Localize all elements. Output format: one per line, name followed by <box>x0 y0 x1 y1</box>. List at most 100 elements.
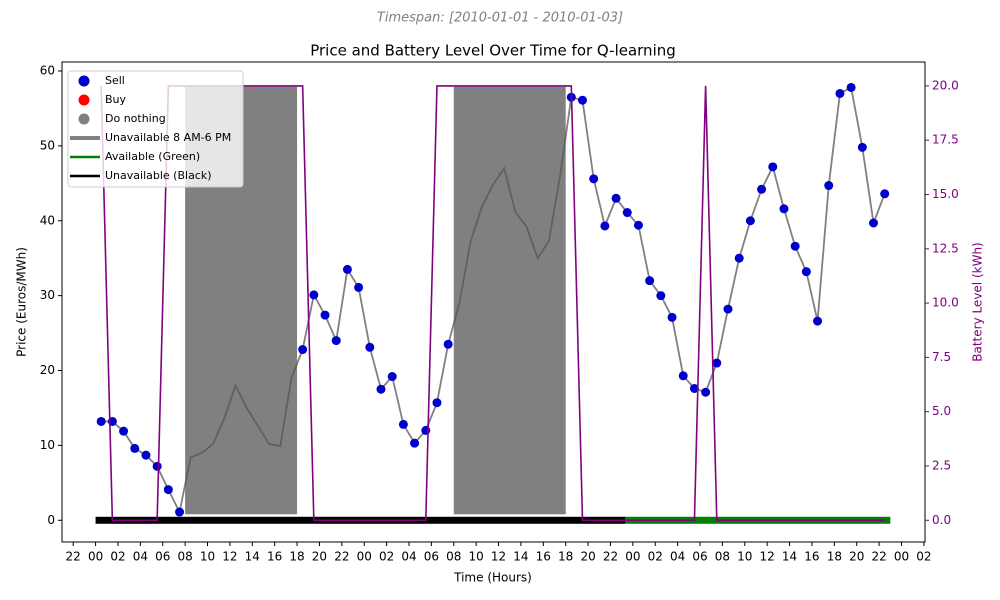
x-tick-label: 12 <box>222 550 237 564</box>
y-axis-label: Price (Euros/MWh) <box>15 247 29 357</box>
price-marker <box>331 336 341 346</box>
x-axis-label: Time (Hours) <box>453 571 532 585</box>
price-marker <box>600 221 610 231</box>
x-tick-label: 00 <box>357 550 372 564</box>
price-marker <box>432 398 442 408</box>
y2-axis-label: Battery Level (kWh) <box>971 242 985 362</box>
y-tick-label: 0 <box>47 513 55 527</box>
y2-tick-label: 12.5 <box>932 241 959 255</box>
unavailable-shade <box>453 86 566 515</box>
x-tick-label: 14 <box>782 550 797 564</box>
price-marker <box>320 310 330 320</box>
y2-tick-label: 2.5 <box>932 458 951 472</box>
x-tick-label: 18 <box>827 550 842 564</box>
y2-tick-label: 20.0 <box>932 78 959 92</box>
legend-label: Unavailable (Black) <box>105 169 212 182</box>
price-marker <box>611 193 621 203</box>
price-marker <box>824 181 834 191</box>
price-marker <box>577 95 587 105</box>
y-tick-label: 10 <box>40 438 55 452</box>
legend-label: Unavailable 8 AM-6 PM <box>105 131 231 144</box>
x-tick-label: 18 <box>558 550 573 564</box>
x-tick-label: 00 <box>88 550 103 564</box>
price-marker <box>163 485 173 495</box>
y2-tick-label: 17.5 <box>932 133 959 147</box>
price-marker <box>813 316 823 326</box>
price-marker <box>376 384 386 394</box>
x-tick-label: 20 <box>849 550 864 564</box>
legend-label: Do nothing <box>105 112 166 125</box>
x-tick-label: 10 <box>737 550 752 564</box>
price-marker <box>757 184 767 194</box>
price-marker <box>857 142 867 152</box>
legend-label: Buy <box>105 93 127 106</box>
price-marker <box>387 372 397 382</box>
x-tick-label: 08 <box>715 550 730 564</box>
price-marker <box>689 383 699 393</box>
price-marker <box>410 438 420 448</box>
y2-tick-label: 15.0 <box>932 187 959 201</box>
price-marker <box>622 208 632 218</box>
price-marker <box>398 419 408 429</box>
legend-label: Available (Green) <box>105 150 200 163</box>
legend-label: Sell <box>105 74 125 87</box>
price-marker <box>779 204 789 214</box>
y-tick-label: 20 <box>40 363 55 377</box>
price-marker <box>678 371 688 381</box>
price-marker <box>712 358 722 368</box>
legend-marker <box>78 113 90 125</box>
x-tick-label: 10 <box>469 550 484 564</box>
x-tick-label: 04 <box>670 550 685 564</box>
x-tick-label: 06 <box>692 550 707 564</box>
x-tick-label: 06 <box>155 550 170 564</box>
price-marker <box>152 461 162 471</box>
y2-tick-label: 0.0 <box>932 513 951 527</box>
price-marker <box>342 264 352 274</box>
y-tick-label: 30 <box>40 288 55 302</box>
x-tick-label: 14 <box>513 550 528 564</box>
price-marker <box>354 282 364 292</box>
x-tick-label: 22 <box>66 550 81 564</box>
x-tick-label: 02 <box>648 550 663 564</box>
x-tick-label: 04 <box>133 550 148 564</box>
x-tick-label: 18 <box>289 550 304 564</box>
x-tick-label: 08 <box>446 550 461 564</box>
price-marker <box>130 443 140 453</box>
x-tick-label: 12 <box>491 550 506 564</box>
price-marker <box>667 312 677 322</box>
chart-subtitle: Timespan: [2010-01-01 - 2010-01-03] <box>377 11 623 26</box>
x-tick-label: 16 <box>536 550 551 564</box>
price-marker <box>443 339 453 349</box>
x-tick-label: 00 <box>894 550 909 564</box>
x-tick-label: 02 <box>916 550 931 564</box>
y2-tick-label: 10.0 <box>932 296 959 310</box>
price-marker <box>846 82 856 92</box>
price-marker <box>96 416 106 426</box>
x-tick-label: 16 <box>267 550 282 564</box>
x-tick-label: 20 <box>580 550 595 564</box>
price-marker <box>589 174 599 184</box>
price-marker <box>645 276 655 286</box>
price-marker <box>701 387 711 397</box>
x-tick-label: 22 <box>334 550 349 564</box>
price-marker <box>835 88 845 98</box>
price-marker <box>790 241 800 251</box>
chart-title: Price and Battery Level Over Time for Q-… <box>310 42 676 60</box>
legend-box <box>67 70 244 188</box>
price-marker <box>869 218 879 228</box>
price-marker <box>768 162 778 172</box>
price-line <box>101 86 886 515</box>
price-marker <box>365 342 375 352</box>
x-tick-label: 08 <box>177 550 192 564</box>
price-marker <box>309 290 319 300</box>
price-marker <box>633 220 643 230</box>
x-tick-label: 14 <box>245 550 260 564</box>
price-marker <box>801 267 811 277</box>
plot-frame <box>61 61 926 543</box>
legend-marker <box>78 75 90 87</box>
y2-tick-label: 7.5 <box>932 350 951 364</box>
x-tick-label: 12 <box>760 550 775 564</box>
x-tick-label: 20 <box>312 550 327 564</box>
price-marker <box>175 507 185 517</box>
